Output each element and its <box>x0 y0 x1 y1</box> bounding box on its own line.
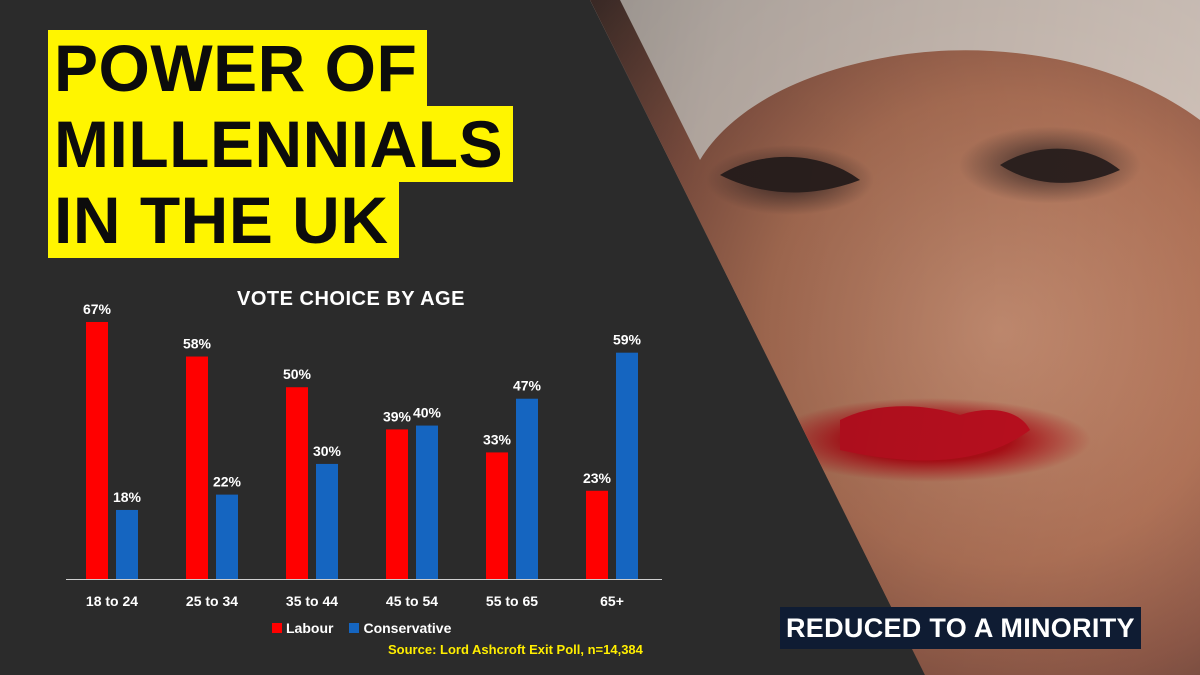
minority-badge: REDUCED TO A MINORITY <box>780 607 1141 649</box>
legend-swatch-labour <box>272 623 282 633</box>
data-label-labour-3: 39% <box>383 408 412 424</box>
bar-labour-0 <box>86 322 108 579</box>
x-tick-label-2: 35 to 44 <box>286 593 338 609</box>
legend-swatch-conservative <box>349 623 360 633</box>
data-label-labour-2: 50% <box>283 366 312 382</box>
data-label-labour-4: 33% <box>483 431 512 447</box>
bar-conservative-2 <box>316 463 338 579</box>
bar-conservative-1 <box>216 494 238 579</box>
bar-conservative-4 <box>516 398 538 579</box>
bar-labour-3 <box>386 429 408 579</box>
bar-conservative-0 <box>116 509 138 579</box>
source-note: Source: Lord Ashcroft Exit Poll, n=14,38… <box>388 642 643 657</box>
data-label-conservative-5: 59% <box>613 332 642 348</box>
data-label-labour-1: 58% <box>183 336 212 352</box>
legend-label-labour: Labour <box>286 620 334 636</box>
headline-line-2: MILLENNIALS <box>48 106 514 182</box>
headline-line-3: IN THE UK <box>48 182 399 258</box>
x-tick-label-3: 45 to 54 <box>386 593 438 609</box>
bar-conservative-5 <box>616 352 638 579</box>
data-label-labour-5: 23% <box>583 470 612 486</box>
bar-labour-1 <box>186 356 208 579</box>
legend-label-conservative: Conservative <box>363 620 452 636</box>
chart-legend: Labour Conservative <box>272 620 461 636</box>
data-label-conservative-2: 30% <box>313 443 342 459</box>
data-label-conservative-1: 22% <box>213 474 242 490</box>
x-tick-label-0: 18 to 24 <box>86 593 138 609</box>
bar-labour-2 <box>286 387 308 579</box>
data-label-conservative-0: 18% <box>113 489 142 505</box>
bar-labour-5 <box>586 490 608 579</box>
chart-title: VOTE CHOICE BY AGE <box>237 288 465 310</box>
data-label-labour-0: 67% <box>83 301 112 317</box>
x-tick-label-5: 65+ <box>600 593 624 609</box>
headline-line-1: POWER OF <box>48 30 428 106</box>
bar-conservative-3 <box>416 425 438 579</box>
x-tick-label-1: 25 to 34 <box>186 593 238 609</box>
bar-labour-4 <box>486 452 508 579</box>
data-label-conservative-4: 47% <box>513 378 542 394</box>
x-tick-label-4: 55 to 65 <box>486 593 538 609</box>
legend-item-conservative: Conservative <box>349 620 451 636</box>
data-label-conservative-3: 40% <box>413 405 442 421</box>
legend-item-labour: Labour <box>272 620 333 636</box>
